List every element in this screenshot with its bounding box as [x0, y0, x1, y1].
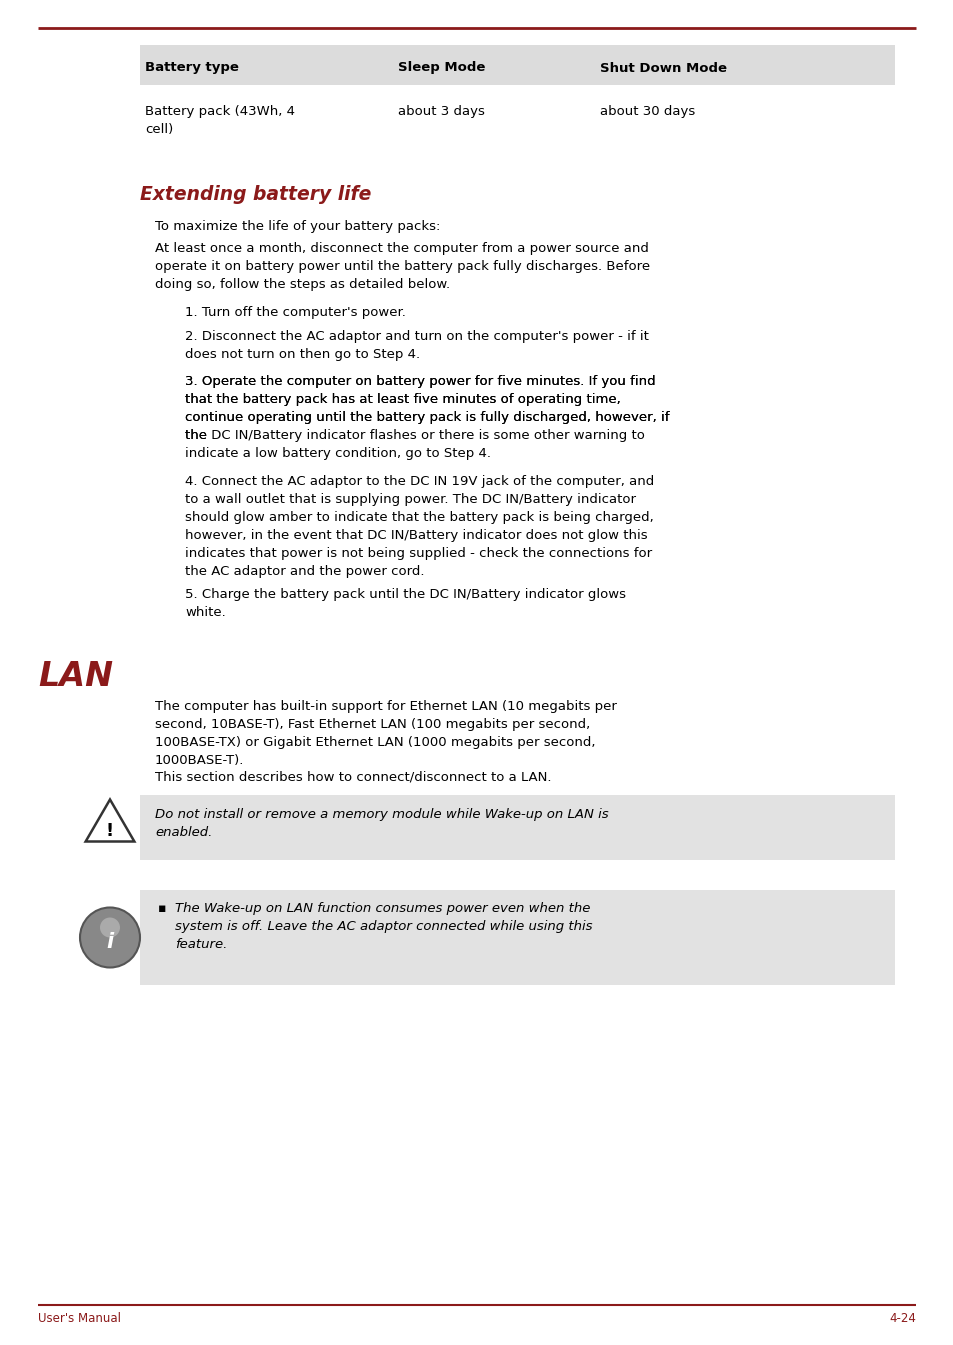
Bar [140, 44, 894, 85]
Text: Battery type: Battery type [145, 62, 238, 74]
Text: LAN: LAN [38, 660, 112, 693]
Text: 4. Connect the AC adaptor to the DC IN 19V jack of the computer, and
to a wall o: 4. Connect the AC adaptor to the DC IN 1… [185, 475, 654, 578]
Text: 3. Operate the computer on battery power for five minutes. If you find
that the : 3. Operate the computer on battery power… [185, 375, 669, 460]
Text: ▪: ▪ [158, 902, 167, 915]
Text: The computer has built-in support for Ethernet LAN (10 megabits per
second, 10BA: The computer has built-in support for Et… [154, 699, 617, 767]
Circle shape [80, 908, 140, 967]
Text: This section describes how to connect/disconnect to a LAN.: This section describes how to connect/di… [154, 769, 551, 783]
Text: Shut Down Mode: Shut Down Mode [599, 62, 726, 74]
Text: Battery pack (43Wh, 4
cell): Battery pack (43Wh, 4 cell) [145, 105, 294, 136]
Text: about 30 days: about 30 days [599, 105, 695, 118]
Polygon shape [86, 799, 134, 842]
Circle shape [100, 917, 120, 937]
Text: i: i [107, 932, 113, 952]
Text: 1. Turn off the computer's power.: 1. Turn off the computer's power. [185, 307, 405, 319]
Bar [140, 890, 894, 985]
Text: !: ! [106, 823, 114, 841]
Text: 2. Disconnect the AC adaptor and turn on the computer's power - if it
does not t: 2. Disconnect the AC adaptor and turn on… [185, 330, 648, 360]
Text: The Wake-up on LAN function consumes power even when the
system is off. Leave th: The Wake-up on LAN function consumes pow… [174, 902, 592, 951]
Bar [140, 795, 894, 859]
Text: User's Manual: User's Manual [38, 1311, 121, 1325]
Text: about 3 days: about 3 days [397, 105, 484, 118]
Text: To maximize the life of your battery packs:: To maximize the life of your battery pac… [154, 221, 440, 233]
Text: Extending battery life: Extending battery life [140, 186, 371, 204]
Text: 3. Operate the computer on battery power for five minutes. If you find
that the : 3. Operate the computer on battery power… [185, 375, 669, 443]
Text: 4-24: 4-24 [888, 1311, 915, 1325]
Text: At least once a month, disconnect the computer from a power source and
operate i: At least once a month, disconnect the co… [154, 242, 649, 291]
Text: Do not install or remove a memory module while Wake-up on LAN is
enabled.: Do not install or remove a memory module… [154, 808, 608, 839]
Text: 5. Charge the battery pack until the DC IN/Battery indicator glows
white.: 5. Charge the battery pack until the DC … [185, 588, 625, 619]
Text: Sleep Mode: Sleep Mode [397, 62, 485, 74]
